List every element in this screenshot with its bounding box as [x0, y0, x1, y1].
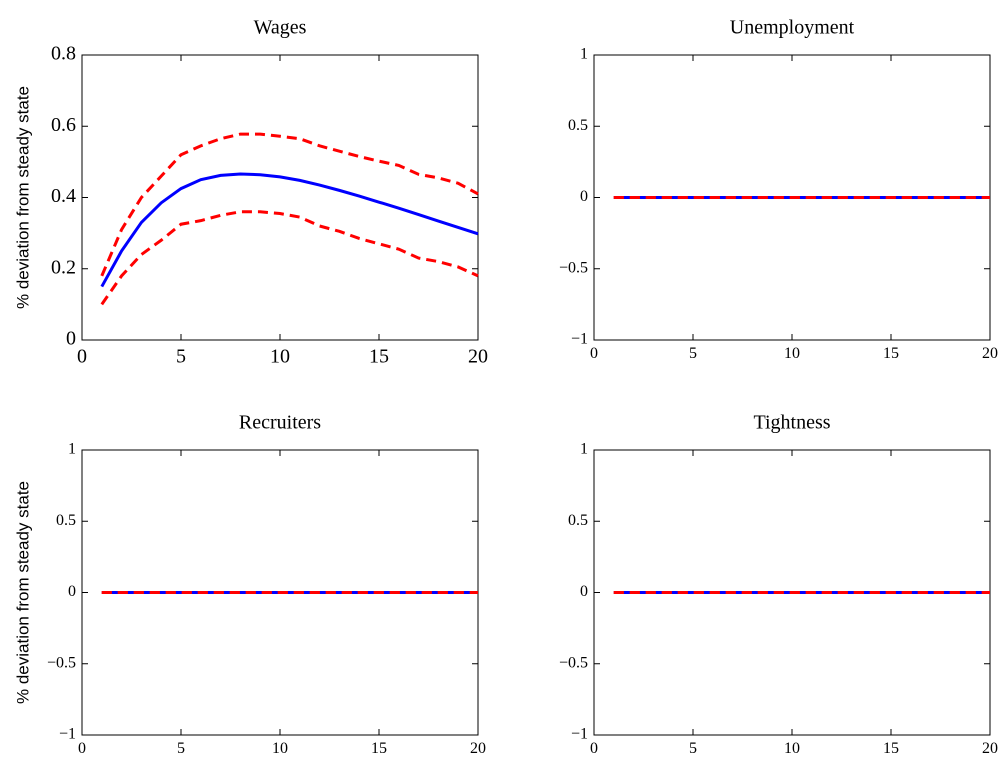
y-tick-label: 0	[66, 328, 76, 350]
y-tick-label: 0.6	[51, 114, 76, 136]
y-axis-label: % deviation from steady state	[13, 481, 32, 704]
y-tick-label: 0	[580, 583, 588, 600]
x-tick-label: 20	[982, 740, 998, 757]
x-tick-label: 5	[689, 345, 697, 362]
series-line	[100, 172, 479, 288]
y-tick-label: 1	[68, 441, 76, 458]
x-tick-label: 20	[470, 740, 486, 757]
x-tick-label: 0	[77, 346, 87, 368]
subplot: Tightness 0 5 10 15 20 −1 −0.5 0 0.5 1	[559, 412, 998, 757]
y-tick-label: 1	[580, 441, 588, 458]
x-tick-label: 20	[468, 346, 488, 368]
subplot: Recruiters % deviation from steady state 0…	[13, 412, 486, 757]
y-tick-label: −0.5	[47, 654, 76, 671]
subplot-title: Tightness	[753, 412, 830, 434]
y-tick-label: −1	[571, 726, 588, 743]
y-tick-label: −1	[59, 726, 76, 743]
y-tick-label: 0.8	[51, 43, 76, 65]
x-tick-label: 20	[982, 345, 998, 362]
subplot: Unemployment 0 5 10 15 20 −1 −0.5 0 0.5 1	[559, 17, 998, 362]
x-tick-label: 15	[883, 345, 899, 362]
x-tick-label: 10	[784, 345, 800, 362]
x-tick-label: 5	[176, 346, 186, 368]
y-tick-label: 0.2	[51, 256, 76, 278]
x-tick-label: 15	[369, 346, 389, 368]
y-tick-label: 0	[580, 188, 588, 205]
y-tick-label: 0.5	[56, 512, 76, 529]
x-tick-label: 15	[371, 740, 387, 757]
subplot-title: Recruiters	[239, 412, 321, 434]
y-tick-label: 0.5	[568, 512, 588, 529]
x-tick-label: 5	[177, 740, 185, 757]
subplot-title: Unemployment	[730, 17, 855, 39]
y-tick-label: −1	[571, 331, 588, 348]
y-tick-label: −0.5	[559, 259, 588, 276]
y-axis-label: % deviation from steady state	[13, 86, 32, 309]
y-tick-label: 0	[68, 583, 76, 600]
subplot: Wages % deviation from steady state 0 5 10 15…	[13, 17, 488, 368]
x-tick-label: 0	[590, 345, 598, 362]
axes-box	[81, 54, 479, 341]
series-line	[100, 210, 479, 306]
series-line	[100, 132, 479, 277]
x-tick-label: 15	[883, 740, 899, 757]
subplot-title: Wages	[254, 17, 307, 39]
x-tick-label: 5	[689, 740, 697, 757]
y-tick-label: −0.5	[559, 654, 588, 671]
x-tick-label: 0	[590, 740, 598, 757]
x-tick-label: 10	[272, 740, 288, 757]
y-tick-label: 0.4	[51, 185, 76, 207]
y-tick-label: 1	[580, 46, 588, 63]
x-tick-label: 10	[784, 740, 800, 757]
x-tick-label: 0	[78, 740, 86, 757]
y-tick-label: 0.5	[568, 117, 588, 134]
x-tick-label: 10	[270, 346, 290, 368]
